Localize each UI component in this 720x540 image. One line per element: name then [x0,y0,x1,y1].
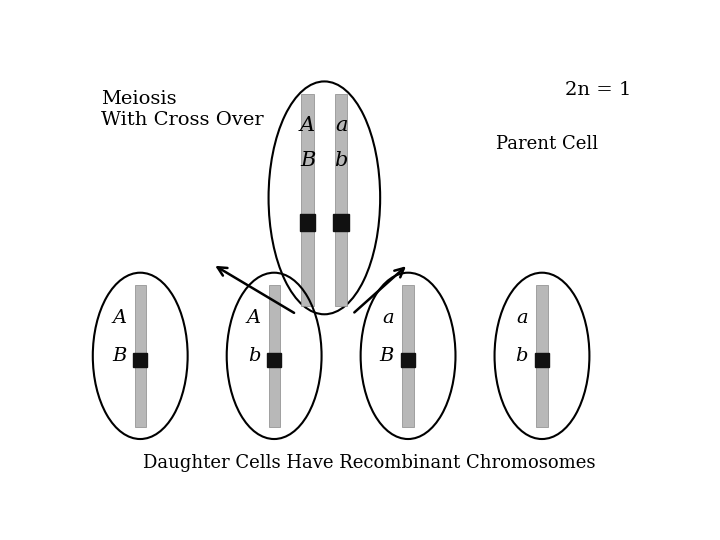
Bar [402,285,413,427]
Bar [133,353,148,367]
Bar [536,285,548,427]
Text: A: A [112,309,126,327]
Bar [302,94,314,306]
Text: Meiosis
With Cross Over: Meiosis With Cross Over [101,90,264,129]
Text: Daughter Cells Have Recombinant Chromosomes: Daughter Cells Have Recombinant Chromoso… [143,454,595,472]
Bar [300,214,315,231]
Bar [267,353,282,367]
Text: B: B [300,151,315,170]
Text: a: a [516,309,528,327]
Text: b: b [516,347,528,365]
Bar [535,353,549,367]
Bar [135,285,145,427]
Bar [333,214,349,231]
Bar [335,94,347,306]
Text: a: a [382,309,394,327]
Text: 2n = 1: 2n = 1 [564,82,631,99]
Text: a: a [335,116,347,134]
Text: B: B [112,347,126,365]
Bar [401,353,415,367]
Text: b: b [334,151,348,170]
Bar [269,285,280,427]
Text: B: B [379,347,394,365]
Text: A: A [300,116,315,134]
Text: Parent Cell: Parent Cell [497,136,598,153]
Text: b: b [248,347,260,365]
Text: A: A [246,309,260,327]
